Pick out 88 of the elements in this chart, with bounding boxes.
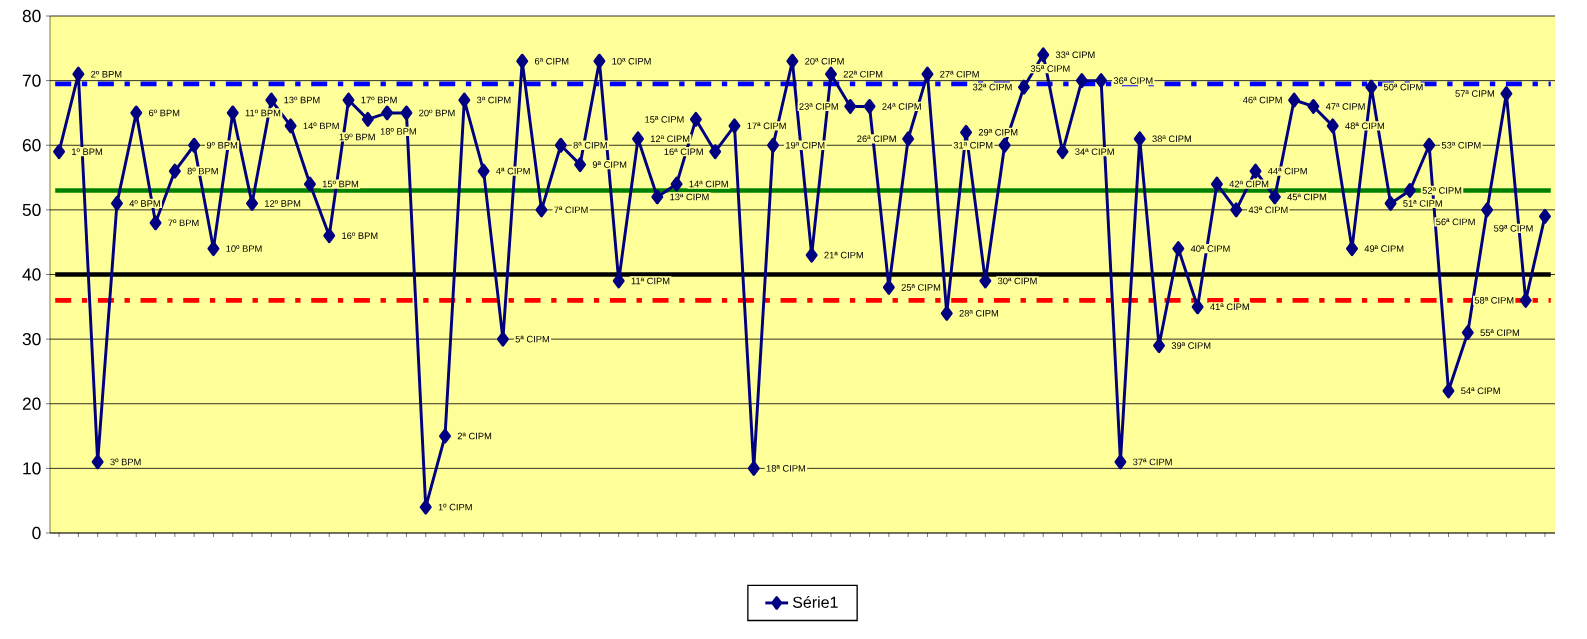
annotation: 44ª CIPM xyxy=(1267,167,1307,175)
annotation: 46ª CIPM xyxy=(1242,96,1282,104)
annotation: 6º BPM xyxy=(149,109,180,117)
annotation: 58ª CIPM xyxy=(1474,297,1514,304)
annotation: 20ª CIPM xyxy=(805,57,844,65)
annotation: 35ª CIPM xyxy=(1030,65,1070,72)
y-tick-label: 70 xyxy=(22,74,41,87)
y-tick-label: 30 xyxy=(22,332,41,346)
annotation: 23ª CIPM xyxy=(799,103,838,110)
annotation: 11ª CIPM xyxy=(631,277,670,285)
annotation: 9ª CIPM xyxy=(592,161,627,168)
annotation: 4ª CIPM xyxy=(496,167,530,175)
annotation: 56ª CIPM xyxy=(1436,218,1475,226)
annotation: 22ª CIPM xyxy=(843,70,883,78)
annotation: 15ª CIPM xyxy=(645,116,684,123)
y-tick-label: 80 xyxy=(22,9,41,23)
annotation: 16º BPM xyxy=(342,232,378,240)
annotation: 2ª CIPM xyxy=(457,432,492,440)
y-tick-label: 40 xyxy=(22,268,41,281)
annotation: 39ª CIPM xyxy=(1171,342,1211,349)
annotation: 18º BPM xyxy=(380,128,416,135)
annotation: 1º CIPM xyxy=(438,503,472,511)
annotation: 51ª CIPM xyxy=(1403,200,1442,207)
annotation: 50ª CIPM xyxy=(1383,83,1423,91)
legend-label: Série1 xyxy=(792,596,838,608)
annotation: 8º BPM xyxy=(187,167,218,175)
annotation: 7º BPM xyxy=(168,219,199,227)
annotation: 33ª CIPM xyxy=(1055,51,1095,59)
annotation: 32ª CIPM xyxy=(972,83,1012,91)
annotation: 18ª CIPM xyxy=(766,465,806,472)
annotation: 9º BPM xyxy=(206,141,238,149)
annotation: 17º BPM xyxy=(361,96,397,104)
y-tick-label: 20 xyxy=(22,397,41,410)
annotation: 8ª CIPM xyxy=(573,141,607,149)
y-tick-label: 50 xyxy=(22,203,41,217)
annotation: 48ª CIPM xyxy=(1345,122,1384,130)
annotation: 14ª CIPM xyxy=(689,180,728,188)
annotation: 3ª CIPM xyxy=(476,96,511,104)
annotation: 31ª CIPM xyxy=(953,141,993,149)
annotation: 16ª CIPM xyxy=(664,148,703,156)
annotation: 36ª CIPM xyxy=(1113,77,1153,84)
annotation: 11º BPM xyxy=(245,109,281,117)
annotation: 21ª CIPM xyxy=(824,251,863,259)
annotation: 6ª CIPM xyxy=(534,57,569,65)
annotation: 12ª CIPM xyxy=(650,135,690,143)
annotation: 10ª CIPM xyxy=(612,57,651,65)
annotation: 55ª CIPM xyxy=(1480,329,1520,336)
annotation: 59ª CIPM xyxy=(1494,225,1533,232)
annotation: 49ª CIPM xyxy=(1364,245,1404,252)
annotation: 5ª CIPM xyxy=(515,335,549,343)
annotation: 47ª CIPM xyxy=(1325,103,1365,110)
annotation: 37ª CIPM xyxy=(1133,458,1172,466)
annotation: 54ª CIPM xyxy=(1461,387,1500,395)
annotation: 53ª CIPM xyxy=(1441,141,1481,149)
annotation: 12º BPM xyxy=(265,200,301,207)
annotation: 34ª CIPM xyxy=(1075,148,1114,156)
annotation: 45ª CIPM xyxy=(1287,193,1327,201)
annotation: 17ª CIPM xyxy=(747,122,786,130)
annotation: 24ª CIPM xyxy=(882,103,921,110)
annotation: 20º BPM xyxy=(419,109,455,117)
annotation: 27ª CIPM xyxy=(940,70,979,78)
annotation: 13ª CIPM xyxy=(670,193,709,201)
y-tick-label: 60 xyxy=(22,139,41,152)
annotation: 29ª CIPM xyxy=(978,129,1018,136)
annotation: 13º BPM xyxy=(284,96,320,104)
annotation: 30ª CIPM xyxy=(997,277,1037,285)
annotation: 52ª CIPM xyxy=(1422,187,1462,194)
annotation: 19ª CIPM xyxy=(786,141,825,149)
annotation: 42ª CIPM xyxy=(1229,180,1269,188)
annotation: 57ª CIPM xyxy=(1455,90,1494,97)
annotation: 25ª CIPM xyxy=(901,284,941,291)
annotation: 15º BPM xyxy=(322,180,359,188)
annotation: 28ª CIPM xyxy=(959,309,999,317)
annotation: 26ª CIPM xyxy=(857,135,896,143)
annotation: 14º BPM xyxy=(303,122,339,130)
annotation: 41ª CIPM xyxy=(1210,303,1249,311)
annotation: 1º BPM xyxy=(72,148,102,155)
annotation: 19º BPM xyxy=(339,133,375,141)
annotation: 4º BPM xyxy=(129,200,160,207)
annotation: 40ª CIPM xyxy=(1190,245,1230,252)
annotation: 3º BPM xyxy=(110,458,141,466)
y-tick-label: 0 xyxy=(32,526,41,540)
annotation: 7ª CIPM xyxy=(554,206,588,214)
annotation: 10º BPM xyxy=(226,245,262,252)
annotation: 43ª CIPM xyxy=(1248,206,1288,214)
annotation: 38ª CIPM xyxy=(1152,135,1191,143)
y-tick-label: 10 xyxy=(23,462,41,475)
annotation: 2º BPM xyxy=(91,70,122,78)
